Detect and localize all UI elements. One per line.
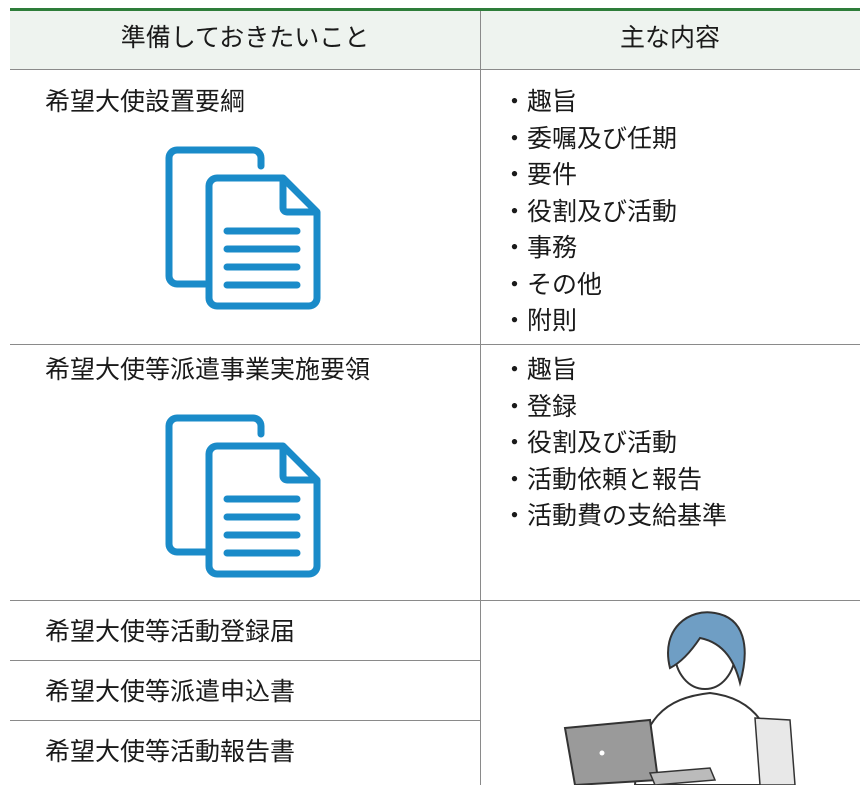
content-item: ・その他 bbox=[502, 269, 603, 299]
content-item: ・活動依頼と報告 bbox=[502, 464, 703, 494]
row-line bbox=[10, 720, 480, 721]
document-icon bbox=[165, 414, 325, 583]
content-item: ・役割及び活動 bbox=[502, 428, 678, 457]
content-item: ・趣旨 bbox=[502, 87, 578, 116]
column-divider bbox=[480, 11, 481, 785]
document-name: 希望大使等派遣事業実施要領 bbox=[45, 355, 371, 384]
content-item: ・活動費の支給基準 bbox=[502, 501, 728, 530]
content-item: ・役割及び活動 bbox=[502, 196, 678, 226]
content-item: ・事務 bbox=[502, 233, 578, 262]
form-name: 希望大使等派遣申込書 bbox=[45, 677, 296, 706]
form-name: 希望大使等活動報告書 bbox=[45, 737, 296, 766]
document-icon bbox=[165, 146, 325, 315]
header-cell: 準備しておきたいこと bbox=[120, 23, 370, 52]
row-line bbox=[10, 344, 860, 345]
content-item: ・登録 bbox=[502, 391, 578, 421]
person-illustration bbox=[563, 611, 796, 785]
content-item: ・要件 bbox=[502, 160, 578, 189]
document-name: 希望大使設置要綱 bbox=[45, 87, 246, 116]
content-item: ・附則 bbox=[502, 306, 578, 335]
form-name: 希望大使等活動登録届 bbox=[45, 617, 296, 646]
row-line bbox=[10, 660, 480, 661]
content-item: ・委嘱及び任期 bbox=[502, 123, 678, 153]
table-header bbox=[10, 8, 860, 70]
header-cell: 主な内容 bbox=[619, 23, 720, 52]
row-line bbox=[10, 600, 860, 601]
content-item: ・趣旨 bbox=[502, 355, 578, 384]
